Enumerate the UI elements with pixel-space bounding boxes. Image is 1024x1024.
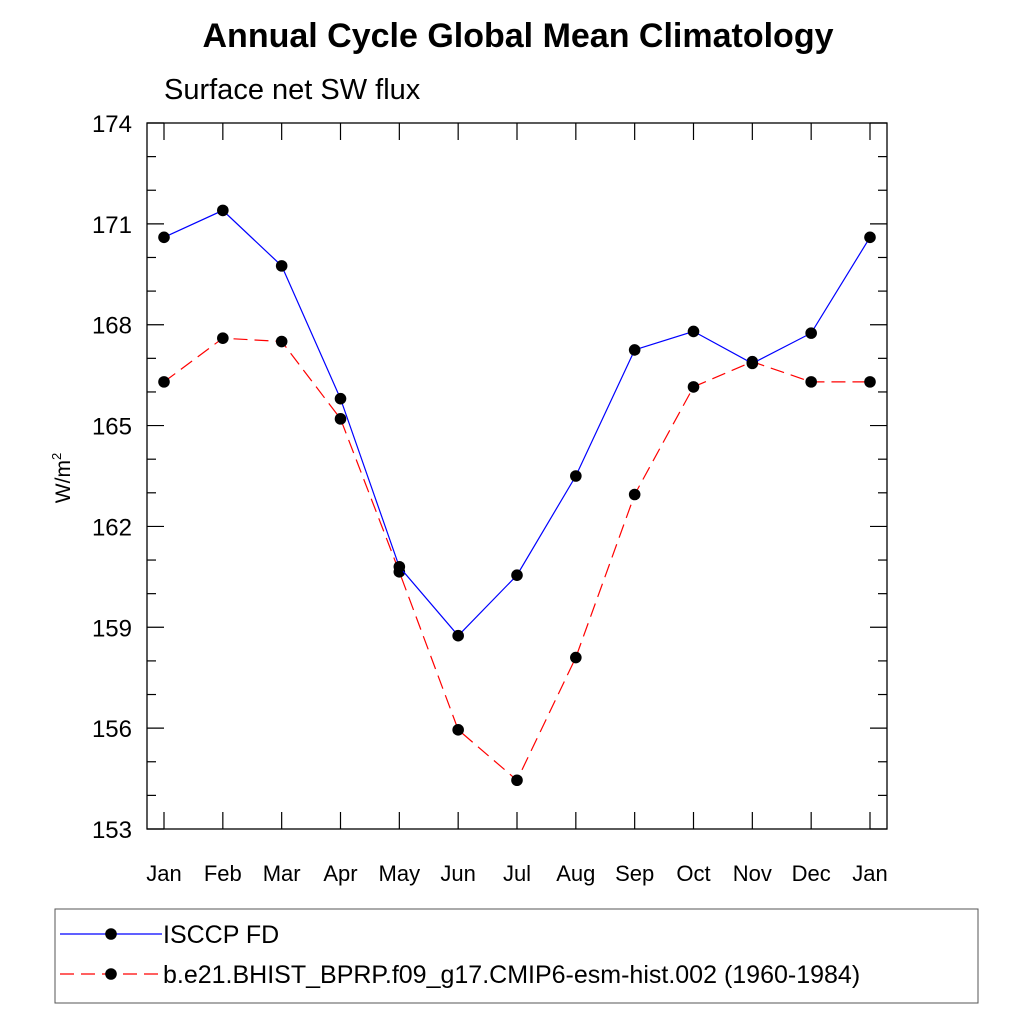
y-tick-label: 156 — [92, 716, 132, 743]
series-1-point — [687, 325, 700, 338]
y-tick-label: 159 — [92, 615, 132, 642]
series-1-point — [570, 470, 582, 482]
x-tick-label: Jan — [852, 861, 887, 886]
y-tick-label: 171 — [92, 212, 132, 239]
series-2-point — [217, 332, 229, 344]
x-tick-label: Apr — [323, 861, 357, 886]
series-2-point — [805, 376, 817, 388]
x-tick-label: Feb — [204, 861, 242, 886]
x-tick-label: Jan — [146, 861, 181, 886]
series-2-point — [452, 724, 464, 736]
legend-marker-2 — [105, 968, 117, 980]
series-2-point — [628, 488, 641, 501]
series-1-point — [452, 629, 464, 642]
series-1-point — [217, 204, 229, 217]
series-1-point — [805, 327, 817, 339]
legend-label-1: ISCCP FD — [163, 921, 279, 949]
x-tick-label: Sep — [615, 861, 654, 886]
legend: ISCCP FD b.e21.BHIST_BPRP.f09_g17.CMIP6-e… — [54, 908, 979, 1004]
y-tick-label: 153 — [92, 817, 132, 844]
plot-frame — [146, 122, 888, 830]
series-2-point — [275, 335, 288, 348]
legend-marker-1 — [105, 928, 117, 940]
series-2 — [158, 332, 876, 787]
y-axis-label-superscript: 2 — [49, 453, 64, 460]
series-layer — [158, 204, 876, 787]
series-1 — [158, 204, 876, 642]
series-1-point — [628, 344, 641, 356]
x-tick-label: May — [379, 861, 421, 886]
y-axis-label: W/m2 — [49, 453, 75, 503]
chart-title: Annual Cycle Global Mean Climatology — [203, 17, 834, 55]
series-2-point — [511, 774, 523, 787]
y-tick-label: 168 — [92, 313, 132, 340]
chart-subtitle: Surface net SW flux — [164, 74, 421, 106]
x-tick-label: Aug — [556, 861, 595, 886]
series-1-point — [393, 560, 406, 573]
series-1-point — [334, 392, 347, 405]
x-tick-label: Nov — [733, 861, 772, 886]
axes: 153 156 159 162 165 168 171 174 Jan Feb Mar Apr May J… — [92, 111, 888, 886]
x-tick-label: Jun — [440, 861, 475, 886]
legend-label-2: b.e21.BHIST_BPRP.f09_g17.CMIP6-esm-hist.… — [163, 961, 860, 989]
series-2-point — [864, 376, 876, 388]
x-tick-label: Mar — [263, 861, 301, 886]
series-1-point — [158, 231, 170, 244]
y-axis-label-text: W/m — [52, 460, 75, 503]
series-1-point — [275, 260, 288, 272]
series-1-point — [746, 357, 759, 370]
series-2-point — [334, 413, 347, 425]
y-tick-label: 162 — [92, 514, 132, 541]
x-tick-label: Dec — [792, 861, 831, 886]
series-1-point — [864, 231, 876, 244]
x-tick-label: Oct — [676, 861, 710, 886]
x-tick-label: Jul — [503, 861, 531, 886]
y-tick-label: 174 — [92, 111, 132, 138]
legend-box — [54, 908, 979, 1004]
series-2-point — [570, 651, 582, 664]
y-tick-label: 165 — [92, 414, 132, 441]
series-2-point — [687, 381, 700, 393]
series-2-point — [158, 376, 170, 388]
series-2-line — [163, 337, 870, 782]
series-1-point — [511, 569, 523, 581]
